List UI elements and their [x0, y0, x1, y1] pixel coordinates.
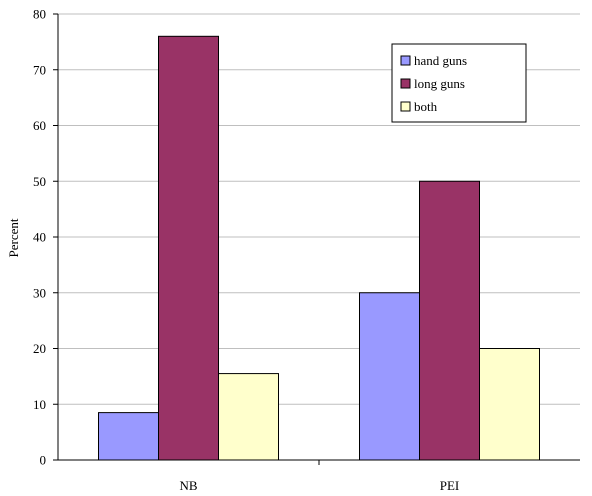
legend: hand guns long guns both [391, 43, 527, 123]
axes: 0 10 20 30 40 50 60 70 80 NB PEI [33, 7, 580, 493]
y-tick-label: 10 [33, 397, 46, 412]
bar-hand-guns-NB [98, 412, 159, 461]
y-tick-label: 20 [33, 341, 46, 356]
y-tick-label: 80 [33, 7, 46, 22]
y-tick-label: 40 [33, 230, 46, 245]
bars [98, 35, 540, 461]
bar-both-NB [218, 373, 279, 461]
bar-hand-guns-PEI [359, 292, 420, 461]
y-tick-label: 0 [40, 453, 47, 468]
y-axis-title: Percent [6, 218, 21, 257]
gridlines [58, 13, 580, 405]
legend-swatch [400, 101, 411, 112]
y-tick-label: 70 [33, 62, 46, 77]
bar-both-PEI [479, 348, 540, 461]
legend-box [391, 43, 527, 123]
legend-swatch [400, 55, 411, 66]
y-tick-label: 30 [33, 285, 46, 300]
bar-long-guns-NB [158, 35, 219, 461]
y-tick-label: 60 [33, 118, 46, 133]
x-category-label: PEI [440, 478, 460, 493]
y-tick-label: 50 [33, 174, 46, 189]
bar-long-guns-PEI [419, 180, 480, 461]
legend-label: both [414, 99, 438, 114]
legend-label: long guns [414, 76, 465, 91]
legend-swatch [400, 78, 411, 89]
x-category-label: NB [179, 478, 197, 493]
legend-label: hand guns [414, 53, 467, 68]
